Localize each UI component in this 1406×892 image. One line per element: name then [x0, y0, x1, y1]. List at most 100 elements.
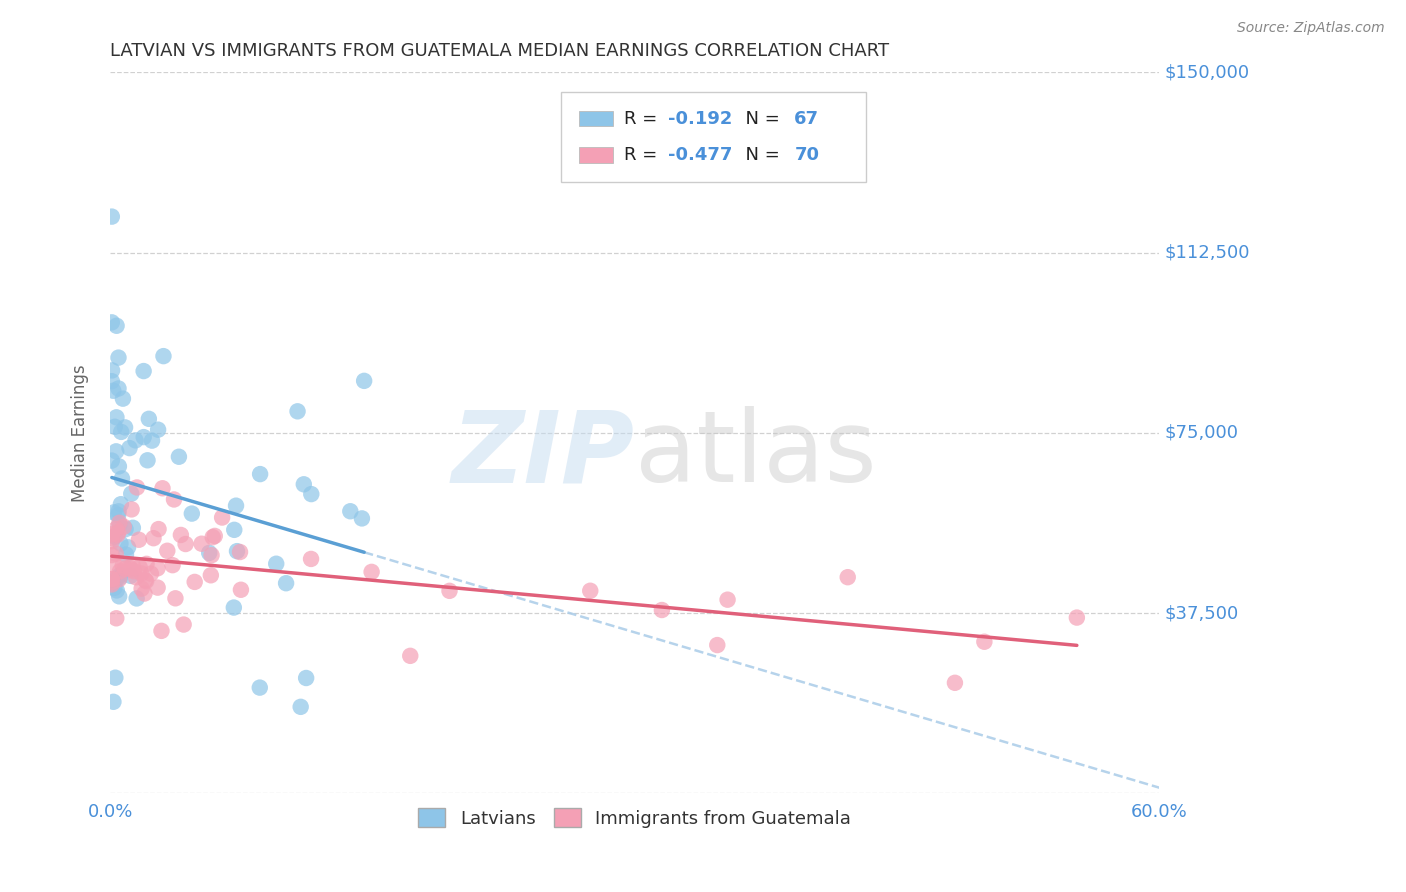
Point	[200, 548, 222, 562]
Point	[152, 481, 174, 495]
Point	[132, 364, 155, 378]
Point	[706, 638, 728, 652]
Point	[174, 537, 197, 551]
Point	[120, 569, 142, 583]
Point	[1066, 610, 1088, 624]
Text: N =: N =	[734, 110, 786, 128]
Point	[211, 510, 233, 524]
Point	[108, 568, 131, 582]
Point	[128, 560, 150, 574]
Point	[136, 453, 159, 467]
Point	[125, 591, 148, 606]
Point	[170, 528, 193, 542]
Point	[112, 520, 135, 534]
Point	[131, 566, 153, 581]
Point	[249, 467, 271, 481]
Point	[111, 471, 134, 485]
Point	[118, 441, 141, 455]
Point	[146, 581, 169, 595]
Point	[108, 459, 131, 474]
Text: N =: N =	[734, 145, 786, 163]
Point	[104, 530, 127, 544]
Point	[105, 444, 128, 458]
Point	[224, 523, 246, 537]
Point	[101, 453, 124, 467]
Point	[111, 392, 134, 406]
Point	[150, 624, 173, 638]
Point	[360, 565, 382, 579]
Text: $112,500: $112,500	[1164, 244, 1250, 261]
Point	[101, 548, 124, 562]
Point	[651, 603, 673, 617]
Point	[146, 423, 169, 437]
Point	[163, 492, 186, 507]
Point	[117, 541, 139, 555]
Point	[138, 412, 160, 426]
Point	[134, 586, 156, 600]
Point	[350, 511, 373, 525]
Point	[292, 477, 315, 491]
Point	[973, 634, 995, 648]
Point	[108, 517, 131, 532]
Point	[105, 410, 128, 425]
Point	[104, 671, 127, 685]
Point	[114, 522, 136, 536]
Point	[101, 527, 124, 541]
Point	[264, 557, 287, 571]
Point	[290, 699, 312, 714]
Point	[399, 648, 422, 663]
Text: LATVIAN VS IMMIGRANTS FROM GUATEMALA MEDIAN EARNINGS CORRELATION CHART: LATVIAN VS IMMIGRANTS FROM GUATEMALA MED…	[110, 42, 889, 60]
Text: $37,500: $37,500	[1164, 604, 1239, 622]
Point	[110, 425, 132, 439]
Point	[107, 504, 129, 518]
Point	[128, 533, 150, 547]
Point	[101, 572, 124, 586]
Point	[299, 552, 322, 566]
Point	[105, 318, 128, 333]
Point	[943, 675, 966, 690]
Point	[180, 507, 202, 521]
Legend: Latvians, Immigrants from Guatemala: Latvians, Immigrants from Guatemala	[411, 801, 858, 835]
Point	[110, 536, 132, 550]
Point	[167, 450, 190, 464]
Text: atlas: atlas	[634, 406, 876, 503]
Point	[104, 559, 127, 574]
Point	[101, 363, 124, 377]
Point	[101, 574, 124, 589]
Point	[105, 583, 128, 598]
Point	[579, 583, 602, 598]
Point	[439, 583, 461, 598]
Text: $150,000: $150,000	[1164, 63, 1250, 81]
Point	[101, 315, 124, 329]
Point	[108, 565, 131, 579]
Point	[118, 560, 141, 574]
Point	[173, 617, 195, 632]
Point	[135, 557, 157, 571]
Point	[122, 564, 145, 578]
Point	[156, 543, 179, 558]
Point	[229, 582, 252, 597]
Point	[101, 577, 124, 591]
Point	[148, 522, 170, 536]
Point	[121, 558, 143, 573]
Point	[101, 534, 124, 549]
Point	[132, 430, 155, 444]
Point	[114, 562, 136, 576]
Point	[103, 505, 125, 519]
Point	[107, 527, 129, 541]
Point	[142, 531, 165, 545]
Point	[103, 695, 125, 709]
Text: $75,000: $75,000	[1164, 424, 1239, 442]
Point	[107, 351, 129, 365]
Text: Source: ZipAtlas.com: Source: ZipAtlas.com	[1237, 21, 1385, 35]
Point	[225, 499, 247, 513]
Point	[339, 504, 361, 518]
Point	[111, 558, 134, 573]
Text: ZIP: ZIP	[451, 406, 634, 503]
Point	[134, 573, 156, 587]
Point	[165, 591, 187, 606]
Text: R =: R =	[624, 110, 664, 128]
Y-axis label: Median Earnings: Median Earnings	[72, 364, 89, 501]
Text: R =: R =	[624, 145, 664, 163]
Point	[162, 558, 184, 573]
